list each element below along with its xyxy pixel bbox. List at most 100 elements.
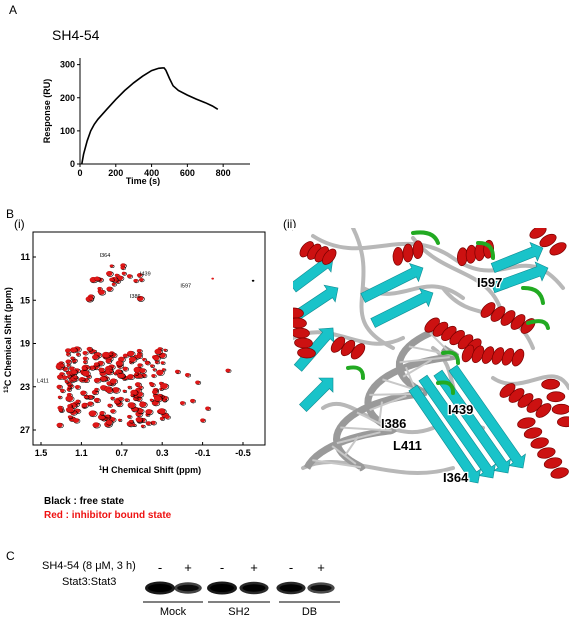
nmr-peak-bound [59, 409, 63, 412]
dna-base-pair [429, 332, 450, 353]
nmr-peak-bound [142, 357, 146, 361]
nmr-x-tick-label: 0.3 [156, 448, 169, 458]
nmr-peak-bound [156, 369, 164, 376]
beta-sheet [448, 364, 526, 469]
spr-y-tick-label: 100 [60, 126, 75, 136]
nmr-y-tick-label: 19 [20, 339, 30, 349]
alpha-helix [490, 306, 506, 322]
nmr-peak-bound [113, 399, 120, 404]
nmr-peak-bound [128, 419, 134, 423]
nmr-peak-bound [94, 276, 100, 281]
spr-x-tick-label: 0 [77, 168, 82, 178]
nmr-peak-bound [88, 296, 94, 301]
blot-band-core [279, 584, 303, 592]
beta-sheet [408, 384, 482, 484]
lane-sign: + [317, 560, 325, 575]
turn-segment [526, 319, 550, 330]
nmr-peak-bound [136, 295, 144, 302]
nmr-peak-bound [145, 421, 151, 426]
treatment-label: SH4-54 (8 μM, 3 h) [42, 560, 136, 572]
nmr-peak-bound [72, 375, 78, 379]
nmr-peak-bound [200, 418, 206, 423]
nmr-peak-bound [122, 389, 127, 393]
residue-label: L411 [393, 438, 422, 453]
nmr-peak-bound [56, 374, 63, 380]
alpha-helix [537, 447, 556, 459]
turn-segment [436, 380, 455, 395]
nmr-peak-bound [134, 382, 141, 387]
lane-sign: - [289, 560, 293, 575]
nmr-peak-bound [162, 398, 167, 402]
alpha-helix [551, 403, 569, 415]
nmr-peak-bound [174, 369, 180, 374]
panel-b-letter: B [6, 207, 15, 221]
nmr-peak-bound [152, 368, 156, 371]
nmr-peak-bound [57, 395, 62, 399]
nmr-peak-bound [149, 382, 155, 387]
nmr-peak-bound [152, 389, 158, 395]
protein-structure: I597 I439 I386 L411 I364 [293, 228, 569, 486]
nmr-peak-bound [82, 351, 88, 355]
nmr-x-tick-label: -0.1 [195, 448, 211, 458]
panel-b-i-label: (i) [14, 217, 25, 231]
nmr-peak-bound [160, 383, 168, 390]
nmr-peak-bound [65, 352, 71, 356]
nmr-peak-bound [65, 395, 74, 402]
nmr-peak-bound [190, 398, 195, 403]
nmr-peak-bound [67, 386, 71, 389]
structure-ribbons [293, 228, 569, 484]
nmr-peak-bound [137, 354, 142, 359]
nmr-peak-bound [116, 275, 124, 281]
nmr-peak-bound [149, 364, 154, 368]
lane-sign: + [250, 560, 258, 575]
lane-sign: + [184, 560, 192, 575]
nmr-peak-bound [89, 365, 95, 370]
nmr-peak-bound [136, 348, 142, 353]
nmr-peak-bound [117, 418, 122, 422]
nmr-peak-bound [211, 277, 214, 280]
alpha-helix [523, 427, 543, 439]
spr-x-tick-label: 400 [144, 168, 159, 178]
nmr-peak-bound [144, 360, 150, 365]
nmr-peak-bound [134, 372, 138, 376]
nmr-peak-bound [117, 370, 122, 374]
nmr-peak-bound [127, 402, 136, 408]
nmr-peak-bound [65, 406, 74, 413]
nmr-x-ticks: 1.5 1.1 0.7 0.3 -0.1 -0.5 [35, 442, 251, 458]
alpha-helix [350, 343, 366, 360]
nmr-peak-bound [133, 278, 138, 283]
nmr-peak-bound [108, 352, 113, 356]
dna-base-pair [312, 459, 362, 469]
nmr-peak-bound [195, 380, 201, 385]
alpha-helix [530, 437, 549, 449]
blot-band-core [177, 584, 199, 592]
nmr-peak-bound [128, 356, 137, 363]
nmr-peak-bound [62, 375, 68, 380]
nmr-peaks [55, 263, 255, 429]
dna-base-pair [356, 411, 391, 429]
nmr-peak-bound [138, 278, 144, 282]
alpha-helix [511, 348, 525, 367]
nmr-peak-bound [122, 353, 128, 358]
spr-y-axis-label: Response (RU) [42, 79, 52, 144]
nmr-peak-bound [56, 422, 63, 428]
nmr-x-tick-label: 1.1 [75, 448, 88, 458]
alpha-helix [535, 403, 552, 418]
row-label: Stat3:Stat3 [62, 576, 117, 588]
nmr-peak-bound [82, 360, 87, 364]
nmr-x-tick-label: -0.5 [235, 448, 251, 458]
dna-base-pair [340, 426, 392, 432]
alpha-helix [557, 416, 569, 428]
spr-chart: 0 100 200 300 0 200 400 600 800 Time (s) Respon… [42, 58, 250, 186]
dna-base-pair [343, 436, 359, 457]
nmr-x-axis-label: 1H Chemical Shift (ppm) [99, 465, 201, 475]
nmr-peak-bound [92, 349, 96, 353]
spr-y-tick-label: 200 [60, 93, 75, 103]
nmr-peak-bound [139, 368, 146, 373]
lane-group-label: Mock [160, 606, 187, 618]
spr-y-tick-label: 0 [70, 159, 75, 169]
beta-sheet [370, 288, 434, 328]
alpha-helix [297, 347, 316, 359]
nmr-peak-bound [132, 423, 136, 427]
nmr-peak-bound [145, 409, 153, 415]
